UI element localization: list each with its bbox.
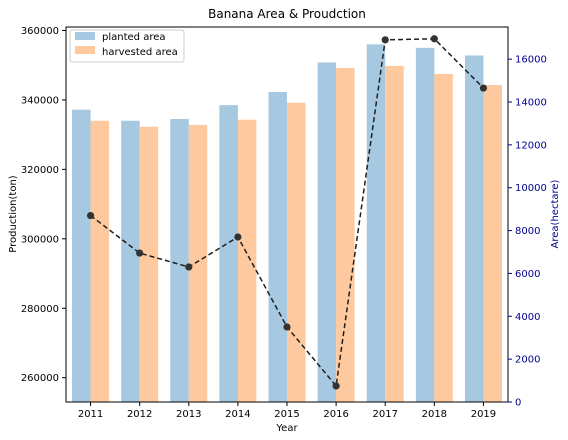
planted-bar-2012 [121,120,140,402]
harvested-bar-2012 [139,126,159,403]
line-point-2013 [185,263,193,271]
line-layer [86,35,488,390]
line-point-2018 [430,35,438,43]
planted-bar-2011 [72,109,91,402]
harvested-bar-2019 [483,84,502,402]
x-tick-label-2015: 2015 [274,409,299,420]
y-tick-label-260000: 260000 [21,373,59,384]
harvested-bar-2014 [237,119,257,402]
harvested-bar-2017 [385,65,404,402]
y-tick-label-360000: 360000 [21,26,59,37]
x-tick-label-2013: 2013 [176,409,201,420]
y2-tick-label-16000: 16000 [515,55,547,66]
x-tick-label-2019: 2019 [471,409,496,420]
harvested-bar-2015 [287,102,306,402]
line-point-2014 [234,233,242,241]
y-axis-right: 0 2000 4000 6000 8000 10000 12000 14000 16000 [508,55,547,409]
planted-bar-2013 [170,119,189,402]
line-point-2012 [136,249,144,257]
legend: planted area harvested area [69,29,185,63]
legend-label-harvested: harvested area [102,47,178,58]
harvested-bar-2011 [90,120,110,402]
legend-swatch-planted [75,32,95,40]
legend-label-planted: planted area [102,32,166,43]
y2-tick-label-2000: 2000 [515,355,540,366]
y2-tick-label-8000: 8000 [515,226,540,237]
x-tick-label-2017: 2017 [372,409,397,420]
bars-layer [72,44,502,403]
planted-bar-2019 [464,55,484,402]
y-tick-label-280000: 280000 [21,304,59,315]
x-axis: 2011 2012 2013 2014 2015 2016 2017 2018 2019 [78,402,496,420]
line-point-2016 [332,382,340,390]
y-tick-label-320000: 320000 [21,165,59,176]
line-point-2015 [283,323,291,331]
y2-tick-label-0: 0 [515,398,521,409]
y2-tick-label-4000: 4000 [515,312,540,323]
legend-box [69,29,185,63]
y-tick-label-340000: 340000 [21,95,59,106]
harvested-bar-2016 [336,67,355,402]
planted-bar-2014 [219,105,238,402]
x-axis-label: Year [275,423,298,434]
y-tick-label-300000: 300000 [21,234,59,245]
y-axis-left: 260000 280000 300000 320000 340000 360000 [21,26,66,384]
y2-tick-label-14000: 14000 [515,98,547,109]
x-tick-label-2016: 2016 [323,409,348,420]
line-point-2017 [381,36,389,44]
harvested-bar-2013 [188,124,208,403]
y2-tick-label-10000: 10000 [515,183,547,194]
line-point-2019 [479,84,488,92]
x-tick-label-2011: 2011 [78,409,103,420]
legend-swatch-harvested [75,46,95,54]
y2-axis-label: Area(hectare) [550,179,561,248]
chart-title: Banana Area & Proudction [208,7,366,21]
y-axis-label: Production(ton) [8,175,19,252]
planted-bar-2015 [268,91,287,403]
harvested-bar-2018 [434,73,453,402]
line-point-2011 [86,211,95,220]
y2-tick-label-6000: 6000 [515,269,540,280]
x-tick-label-2014: 2014 [225,409,250,420]
planted-bar-2018 [415,47,435,402]
y2-tick-label-12000: 12000 [515,140,547,151]
planted-bar-2016 [317,62,337,403]
planted-bar-2017 [366,44,386,402]
x-tick-label-2018: 2018 [422,409,447,420]
x-tick-label-2012: 2012 [127,409,152,420]
